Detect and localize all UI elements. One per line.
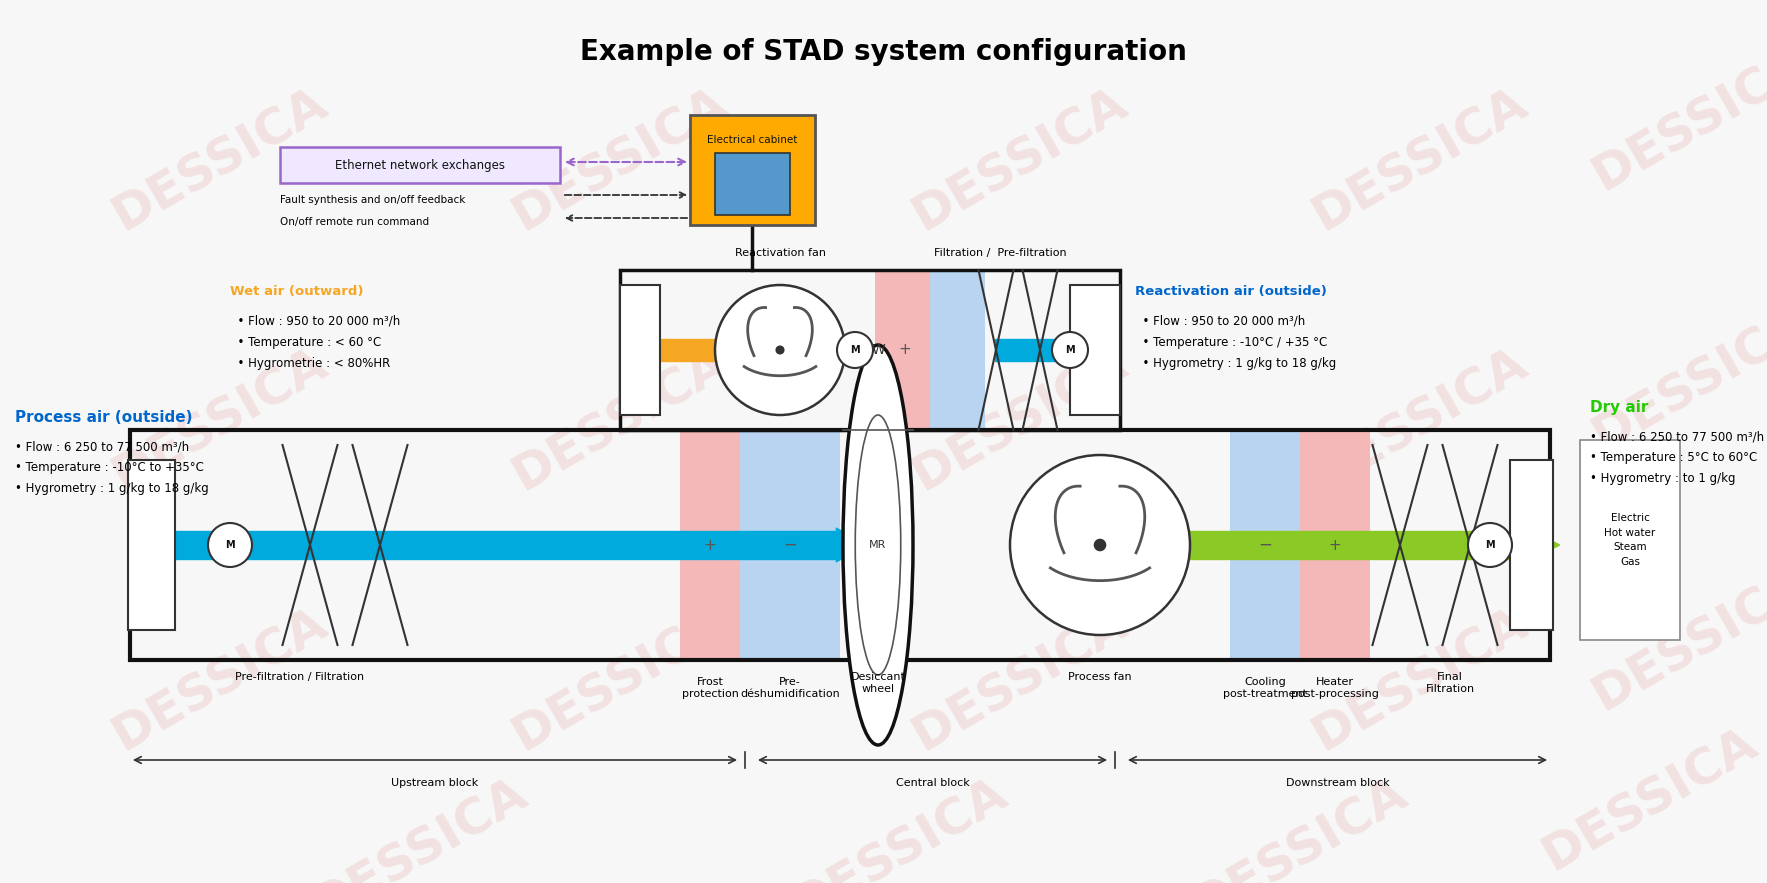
Text: DESSICA: DESSICA bbox=[1585, 40, 1767, 200]
Text: DESSICA: DESSICA bbox=[504, 339, 735, 501]
Bar bbox=[1511, 460, 1553, 630]
Circle shape bbox=[1094, 539, 1106, 551]
Text: DESSICA: DESSICA bbox=[905, 600, 1136, 760]
Circle shape bbox=[1011, 455, 1189, 635]
Text: DESSICA: DESSICA bbox=[905, 79, 1136, 241]
Bar bbox=[689, 115, 815, 225]
Text: +: + bbox=[1329, 538, 1341, 553]
Text: On/off remote run command: On/off remote run command bbox=[279, 217, 429, 227]
Bar bbox=[1230, 430, 1301, 660]
Circle shape bbox=[1468, 523, 1513, 567]
Text: DESSICA: DESSICA bbox=[504, 600, 735, 760]
Ellipse shape bbox=[843, 345, 914, 745]
Text: Downstream block: Downstream block bbox=[1286, 778, 1389, 788]
Text: Upstream block: Upstream block bbox=[391, 778, 479, 788]
FancyArrow shape bbox=[620, 336, 647, 363]
FancyArrow shape bbox=[1527, 528, 1560, 562]
Text: Electrical cabinet: Electrical cabinet bbox=[707, 135, 797, 145]
Text: DESSICA: DESSICA bbox=[1304, 79, 1536, 241]
Text: Desiccant
wheel: Desiccant wheel bbox=[850, 672, 905, 694]
Text: DESSICA: DESSICA bbox=[785, 769, 1016, 883]
Text: DESSICA: DESSICA bbox=[504, 79, 735, 241]
Text: Process air (outside): Process air (outside) bbox=[14, 410, 193, 425]
Circle shape bbox=[776, 345, 785, 355]
Bar bbox=[279, 147, 560, 183]
Text: M: M bbox=[1486, 540, 1495, 550]
Text: M: M bbox=[850, 345, 861, 355]
Text: Dry air: Dry air bbox=[1590, 400, 1649, 415]
Text: Pre-filtration / Filtration: Pre-filtration / Filtration bbox=[235, 672, 364, 682]
Text: DESSICA: DESSICA bbox=[104, 339, 336, 501]
Circle shape bbox=[838, 332, 873, 368]
Bar bbox=[620, 270, 1120, 430]
Bar bbox=[131, 430, 1550, 660]
Text: MR: MR bbox=[869, 540, 887, 550]
Text: +: + bbox=[703, 538, 716, 553]
Text: • Flow : 950 to 20 000 m³/h
  • Temperature : < 60 °C
  • Hygrometrie : < 80%HR: • Flow : 950 to 20 000 m³/h • Temperatur… bbox=[230, 315, 401, 370]
Text: DESSICA: DESSICA bbox=[304, 769, 535, 883]
Text: DESSICA: DESSICA bbox=[1304, 339, 1536, 501]
FancyArrow shape bbox=[1094, 336, 1120, 363]
Text: Process fan: Process fan bbox=[1069, 672, 1133, 682]
Text: W: W bbox=[871, 343, 885, 357]
Text: Reactivation air (outside): Reactivation air (outside) bbox=[1134, 285, 1327, 298]
Text: • Flow : 6 250 to 77 500 m³/h
• Temperature : 5°C to 60°C
• Hygrometry : to 1 g/: • Flow : 6 250 to 77 500 m³/h • Temperat… bbox=[1590, 430, 1763, 485]
Circle shape bbox=[716, 285, 845, 415]
Text: Heater
post-processing: Heater post-processing bbox=[1292, 677, 1378, 698]
Bar bbox=[740, 430, 839, 660]
Bar bbox=[716, 153, 790, 215]
Text: Wet air (outward): Wet air (outward) bbox=[230, 285, 364, 298]
Text: Example of STAD system configuration: Example of STAD system configuration bbox=[580, 38, 1187, 66]
Text: Frost
protection: Frost protection bbox=[682, 677, 739, 698]
Text: −: − bbox=[783, 536, 797, 554]
Text: +: + bbox=[899, 343, 912, 358]
Text: Pre-
déshumidification: Pre- déshumidification bbox=[740, 677, 839, 698]
Circle shape bbox=[209, 523, 253, 567]
Text: Filtration /  Pre-filtration: Filtration / Pre-filtration bbox=[933, 248, 1066, 258]
Text: Electric
Hot water
Steam
Gas: Electric Hot water Steam Gas bbox=[1604, 513, 1656, 567]
FancyArrow shape bbox=[836, 528, 869, 562]
Text: DESSICA: DESSICA bbox=[905, 339, 1136, 501]
Bar bbox=[1301, 430, 1369, 660]
Text: M: M bbox=[224, 540, 235, 550]
Circle shape bbox=[1051, 332, 1088, 368]
Text: Central block: Central block bbox=[896, 778, 970, 788]
Text: DESSICA: DESSICA bbox=[104, 79, 336, 241]
Bar bbox=[1071, 285, 1120, 415]
Bar bbox=[929, 270, 984, 430]
Bar bbox=[620, 285, 661, 415]
Text: DESSICA: DESSICA bbox=[1304, 600, 1536, 760]
Text: −: − bbox=[1258, 536, 1272, 554]
Text: Final
Filtration: Final Filtration bbox=[1426, 672, 1475, 694]
Text: DESSICA: DESSICA bbox=[104, 600, 336, 760]
Text: Reactivation fan: Reactivation fan bbox=[735, 248, 825, 258]
Text: • Flow : 6 250 to 77 500 m³/h
• Temperature : -10°C to +35°C
• Hygrometry : 1 g/: • Flow : 6 250 to 77 500 m³/h • Temperat… bbox=[14, 440, 209, 495]
Bar bbox=[1580, 440, 1680, 640]
Text: Ethernet network exchanges: Ethernet network exchanges bbox=[336, 159, 505, 171]
Text: DESSICA: DESSICA bbox=[1585, 559, 1767, 721]
Bar bbox=[875, 270, 929, 430]
Text: • Flow : 950 to 20 000 m³/h
  • Temperature : -10°C / +35 °C
  • Hygrometry : 1 : • Flow : 950 to 20 000 m³/h • Temperatur… bbox=[1134, 315, 1336, 370]
Bar bbox=[680, 430, 740, 660]
Text: M: M bbox=[1066, 345, 1074, 355]
Text: DESSICA: DESSICA bbox=[1585, 299, 1767, 461]
Text: DESSICA: DESSICA bbox=[1184, 769, 1415, 883]
Bar bbox=[127, 460, 175, 630]
Text: Fault synthesis and on/off feedback: Fault synthesis and on/off feedback bbox=[279, 195, 465, 205]
Text: DESSICA: DESSICA bbox=[1534, 720, 1765, 880]
Text: Cooling
post-treatment: Cooling post-treatment bbox=[1223, 677, 1308, 698]
